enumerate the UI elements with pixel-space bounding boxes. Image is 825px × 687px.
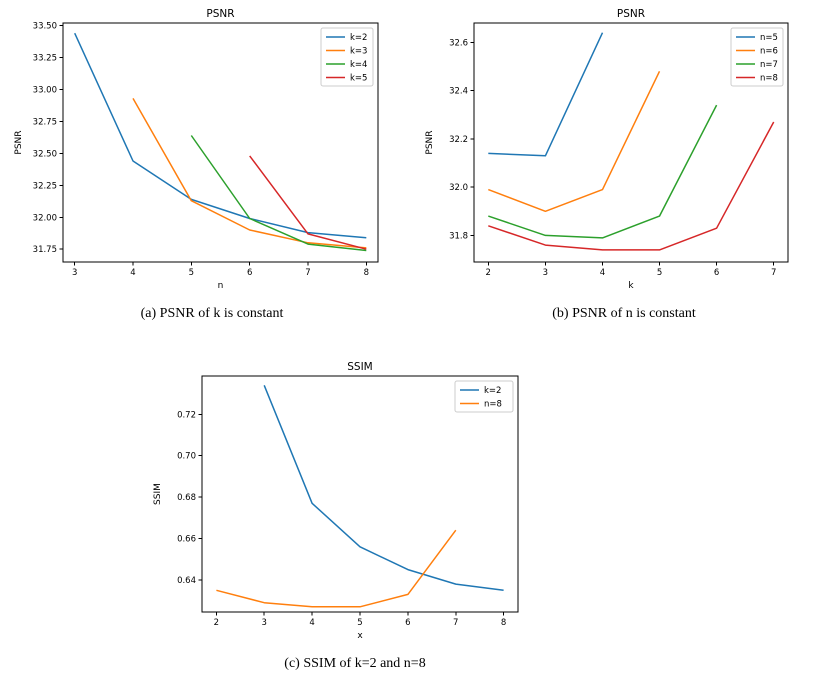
y-tick-label: 32.00 [33, 213, 57, 223]
plot-frame [62, 22, 379, 263]
series-line-k=4 [190, 135, 367, 252]
x-tick-label: 6 [714, 268, 719, 278]
y-tick-label: 0.64 [177, 576, 196, 586]
series-line-k=2 [263, 385, 504, 592]
legend-label: n=8 [484, 400, 502, 410]
x-tick-label: 7 [771, 268, 776, 278]
y-tick-label: 33.25 [33, 54, 57, 64]
y-tick-label: 32.0 [449, 183, 468, 193]
y-tick-label: 33.00 [33, 85, 57, 95]
series-line-k=3 [132, 98, 367, 249]
legend-label: n=5 [760, 33, 778, 43]
legend-label: n=7 [760, 60, 778, 70]
y-tick-label: 0.72 [177, 410, 196, 420]
y-tick-label: 0.68 [177, 493, 196, 503]
x-tick-label: 4 [309, 618, 314, 628]
y-tick-label: 31.75 [33, 245, 57, 255]
y-tick-label: 32.6 [449, 38, 468, 48]
y-tick-label: 32.4 [449, 87, 468, 97]
legend-label: n=6 [760, 47, 778, 57]
x-axis-label: k [628, 281, 634, 291]
x-tick-label: 5 [357, 618, 362, 628]
x-tick-label: 4 [130, 268, 135, 278]
x-tick-label: 2 [214, 618, 219, 628]
x-axis-label: n [218, 281, 224, 291]
x-tick-label: 2 [486, 268, 491, 278]
legend: k=2 k=3 k=4 k=5 [320, 27, 374, 87]
legend-label: k=5 [350, 74, 367, 84]
y-tick-label: 0.70 [177, 452, 196, 462]
legend-label: k=4 [350, 60, 367, 70]
legend-label: k=2 [484, 386, 501, 396]
y-axis-label: PSNR [14, 130, 24, 154]
y-tick-label: 32.75 [33, 117, 57, 127]
x-tick-label: 7 [305, 268, 310, 278]
x-tick-label: 5 [189, 268, 194, 278]
caption-c: (c) SSIM of k=2 and n=8 [284, 656, 426, 671]
x-tick-label: 8 [364, 268, 369, 278]
series-line-n=5 [488, 32, 604, 157]
legend-label: n=8 [760, 74, 778, 84]
y-tick-label: 32.25 [33, 181, 57, 191]
y-axis-label: PSNR [425, 130, 435, 154]
caption-b: (b) PSNR of n is constant [552, 306, 696, 321]
chart-title: PSNR [617, 8, 645, 20]
y-tick-label: 33.50 [33, 22, 57, 32]
series-line-k=2 [74, 32, 367, 239]
caption-a: (a) PSNR of k is constant [140, 306, 284, 321]
y-tick-label: 0.66 [177, 535, 196, 545]
x-tick-label: 6 [405, 618, 410, 628]
legend: k=2n=8 [454, 380, 514, 413]
x-tick-label: 6 [247, 268, 252, 278]
legend-label: k=3 [350, 47, 367, 57]
x-tick-label: 3 [543, 268, 548, 278]
series-line-n=6 [488, 70, 661, 213]
x-tick-label: 3 [72, 268, 77, 278]
series-line-n=7 [488, 104, 718, 239]
x-tick-label: 7 [453, 618, 458, 628]
y-tick-label: 31.8 [449, 231, 468, 241]
series-line-k=5 [249, 155, 367, 250]
chart-a: PSNR 3 4 5 6 7 8 31.75 32.00 32.25 32.50 32.75 33.00… [14, 8, 379, 291]
series-line-n=8 [488, 121, 775, 251]
legend-label: k=2 [350, 33, 367, 43]
x-tick-label: 3 [262, 618, 267, 628]
x-axis-label: x [357, 631, 363, 641]
plot-frame [473, 22, 789, 263]
x-tick-label: 5 [657, 268, 662, 278]
x-tick-label: 4 [600, 268, 605, 278]
chart-title: PSNR [206, 8, 234, 20]
legend-box [320, 27, 374, 87]
legend-box [730, 27, 784, 87]
x-tick-label: 8 [501, 618, 506, 628]
y-tick-label: 32.2 [449, 135, 468, 145]
legend: n=5 n=6 n=7 n=8 [730, 27, 784, 87]
y-tick-label: 32.50 [33, 149, 57, 159]
chart-title: SSIM [347, 361, 373, 373]
y-axis-label: SSIM [153, 483, 163, 505]
series-line-n=8 [216, 529, 457, 608]
